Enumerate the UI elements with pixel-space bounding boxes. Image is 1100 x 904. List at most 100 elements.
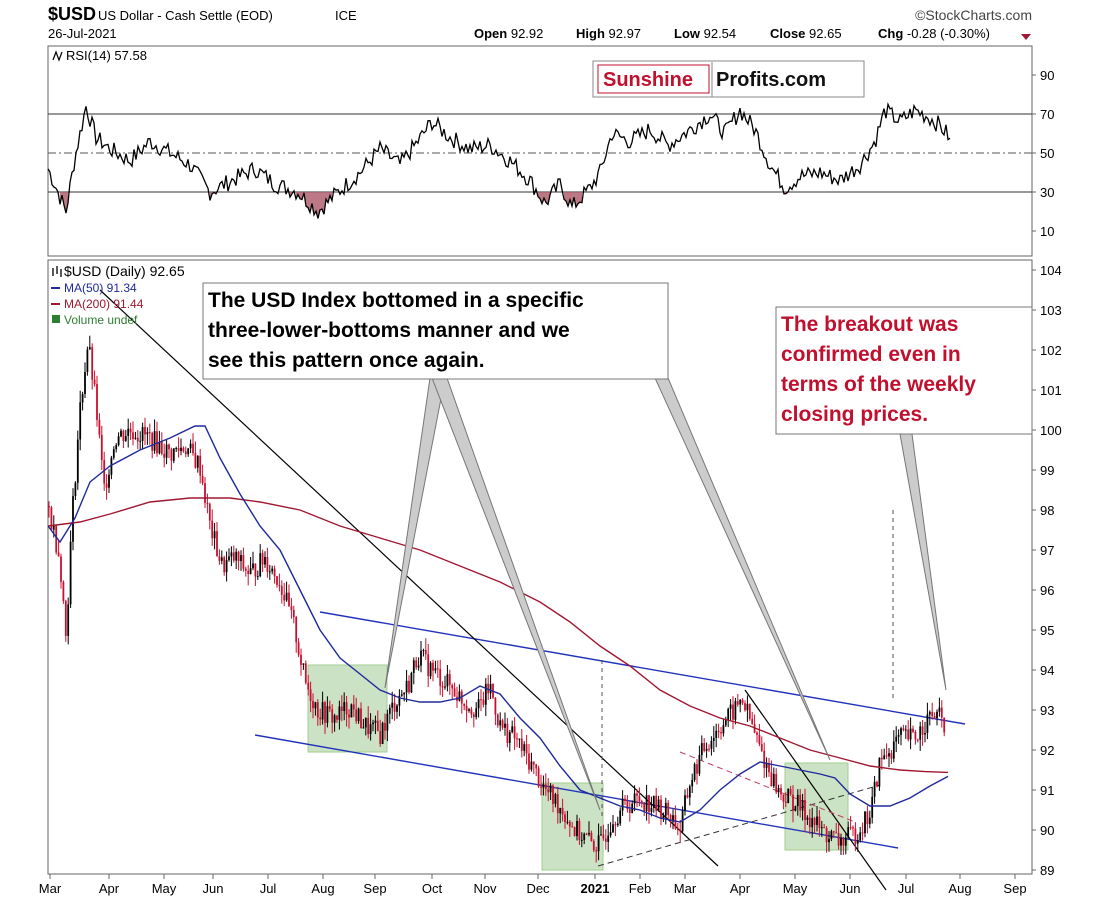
rsi-tick-label: 50 [1040,146,1054,161]
candle-body [518,738,521,740]
candle-body [854,828,857,844]
candle-body [626,801,629,810]
candle-body [818,816,821,828]
price-tick-label: 91 [1040,783,1054,798]
sunshine-profits-logo: Sunshine Profits.com [592,60,865,98]
candle-body [928,711,931,715]
candle-body [890,753,893,759]
candle-body [72,496,74,542]
candle-body [319,717,322,720]
candle-body [784,801,787,803]
candle-body [496,714,499,726]
candle-body [645,795,648,811]
candle-body [218,556,221,561]
candle-body [232,552,235,561]
month-label: Sep [363,881,386,896]
candle-body [124,436,127,441]
month-label: Oct [422,881,443,896]
candle-body [820,827,823,829]
candle-body [292,610,295,617]
candle-body [321,702,324,720]
candle-body [576,821,578,837]
candle-body [871,796,874,818]
candle-body [604,838,607,842]
candle-body [775,773,778,793]
month-label: Jun [203,881,224,896]
candle-body [420,650,422,666]
candle-body [194,453,197,468]
candle-body [900,728,902,735]
candle-body [686,795,689,798]
candle-body [547,789,550,793]
candle-body [542,784,545,788]
candle-body [220,557,223,561]
candle-body [141,426,144,441]
candle-body [537,768,540,787]
candle-body [192,443,194,454]
candle-body [931,711,934,717]
price-tick-label: 98 [1040,503,1054,518]
candle-body [835,832,838,834]
candle-body [643,802,646,811]
ohlc-high: High 92.97 [576,26,641,41]
candle-body [328,706,331,710]
candle-body [693,764,696,780]
candle-body [302,663,305,665]
candle-body [146,432,149,435]
candle-body [717,730,720,733]
callout-1-line: see this pattern once again. [208,349,485,372]
candle-body [648,795,650,812]
candle-body [516,738,518,740]
candle-body [388,707,391,714]
candle-body [451,685,454,689]
candle-body [331,709,334,723]
candle-body [727,708,730,721]
candle-body [751,718,754,725]
ohlc-label: Low [674,26,704,41]
candle-body [938,707,941,712]
candle-body [828,838,830,843]
candle-body [338,706,341,720]
callout-2-line: The breakout was [781,313,958,336]
month-label: Mar [674,881,697,896]
candle-body [391,702,394,708]
candle-body [475,708,478,718]
candle-body [314,702,317,709]
candle-body [729,704,732,709]
candle-body [283,594,286,601]
candle-body [163,453,166,458]
candle-body [362,727,365,729]
callout-pointer [431,377,601,811]
candle-body [165,444,168,458]
candle-body [734,701,737,720]
candle-body [91,347,94,380]
candle-body [607,835,610,842]
candle-body [276,576,278,586]
rsi-tick-label: 90 [1040,68,1054,83]
candle-body [499,720,502,726]
candle-body [67,604,70,636]
candle-body [736,701,739,705]
candle-body [434,668,437,671]
candle-body [724,720,727,726]
candle-body [261,553,264,565]
candle-body [902,728,905,731]
legend-ma200: MA(200) 91.44 [51,297,144,311]
candle-body [117,436,120,446]
candle-body [840,838,842,846]
candle-body [842,838,845,846]
candle-body [864,811,866,834]
candle-body [304,663,307,683]
candle-body [156,431,158,454]
callout-1: The USD Index bottomed in a specific thre… [202,282,831,811]
candle-body [343,702,346,711]
price-tick-label: 93 [1040,703,1054,718]
candle-body [880,757,883,760]
candle-body [177,448,180,451]
candle-body [549,785,552,793]
candle-body [595,850,598,852]
candle-body [664,802,667,816]
candle-body [403,692,406,695]
candle-body [676,828,679,830]
candle-body [280,586,283,595]
